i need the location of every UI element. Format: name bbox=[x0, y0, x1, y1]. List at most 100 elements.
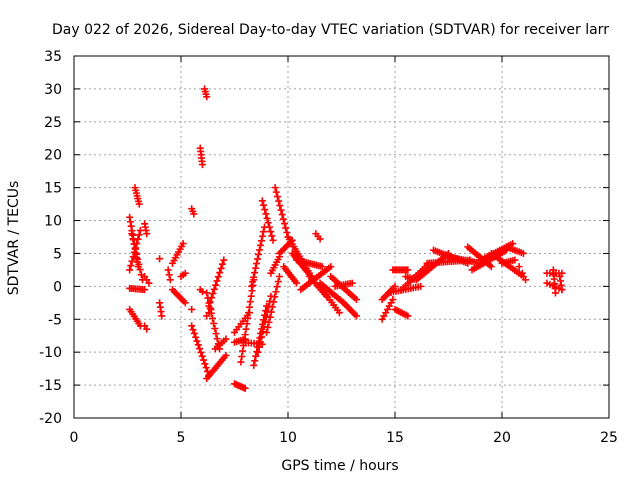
data-point bbox=[141, 286, 149, 294]
x-axis-label: GPS time / hours bbox=[281, 458, 398, 474]
data-point bbox=[269, 236, 277, 244]
data-point bbox=[250, 361, 258, 369]
data-point bbox=[212, 330, 220, 338]
data-point bbox=[210, 319, 218, 327]
data-point bbox=[143, 325, 151, 333]
y-tick-label: 15 bbox=[44, 181, 62, 197]
data-point bbox=[265, 223, 273, 231]
data-point bbox=[270, 298, 278, 306]
data-point bbox=[135, 260, 143, 268]
data-point bbox=[245, 303, 253, 311]
data-point bbox=[273, 283, 281, 291]
data-point bbox=[522, 276, 530, 284]
data-point bbox=[257, 241, 265, 249]
data-point bbox=[203, 289, 211, 297]
data-point bbox=[404, 312, 412, 320]
data-point bbox=[190, 329, 198, 337]
data-point bbox=[316, 235, 324, 243]
data-point bbox=[165, 271, 173, 279]
data-point bbox=[352, 312, 360, 320]
data-point bbox=[558, 286, 566, 294]
data-point bbox=[135, 231, 143, 239]
data-point bbox=[210, 285, 218, 293]
data-point bbox=[206, 298, 214, 306]
data-point bbox=[216, 269, 224, 277]
data-point bbox=[217, 264, 225, 272]
data-point bbox=[278, 211, 286, 219]
data-point bbox=[245, 309, 253, 317]
data-point bbox=[264, 219, 272, 227]
data-point bbox=[213, 335, 221, 343]
data-point bbox=[275, 197, 283, 205]
data-point bbox=[212, 281, 220, 289]
y-tick-label: 10 bbox=[44, 214, 62, 230]
data-point bbox=[133, 240, 141, 248]
data-point bbox=[241, 384, 249, 392]
data-point bbox=[352, 296, 360, 304]
data-point bbox=[181, 299, 189, 307]
data-point bbox=[276, 202, 284, 210]
data-point bbox=[263, 214, 271, 222]
data-point bbox=[238, 353, 246, 361]
data-point bbox=[158, 312, 166, 320]
data-point bbox=[293, 279, 301, 287]
data-point bbox=[135, 200, 143, 208]
y-tick-label: 0 bbox=[53, 279, 62, 295]
data-point bbox=[156, 255, 164, 263]
data-point bbox=[208, 294, 216, 302]
data-point bbox=[252, 352, 260, 360]
data-point bbox=[241, 331, 249, 339]
y-tick-label: 5 bbox=[53, 246, 62, 262]
data-point bbox=[279, 215, 287, 223]
data-point bbox=[519, 249, 527, 257]
data-point bbox=[179, 240, 187, 248]
data-point bbox=[209, 314, 217, 322]
data-point bbox=[404, 266, 412, 274]
data-point bbox=[246, 298, 254, 306]
data-point bbox=[268, 303, 276, 311]
y-tick-label: -20 bbox=[39, 411, 62, 427]
data-point bbox=[249, 278, 257, 286]
data-point bbox=[271, 184, 279, 192]
data-point bbox=[255, 343, 263, 351]
chart-title: Day 022 of 2026, Sidereal Day-to-day VTE… bbox=[52, 22, 609, 38]
y-tick-label: 25 bbox=[44, 115, 62, 131]
data-point bbox=[192, 333, 200, 341]
data-point bbox=[126, 266, 134, 274]
data-point bbox=[203, 93, 211, 101]
data-point bbox=[267, 228, 275, 236]
data-point bbox=[202, 364, 210, 372]
data-point bbox=[218, 260, 226, 268]
data-point bbox=[200, 356, 208, 364]
data-point bbox=[254, 255, 262, 263]
data-point bbox=[239, 347, 247, 355]
data-point bbox=[280, 220, 288, 228]
data-point bbox=[348, 279, 356, 287]
data-point bbox=[242, 325, 250, 333]
data-point bbox=[222, 351, 230, 359]
data-point bbox=[268, 232, 276, 240]
data-point bbox=[261, 206, 269, 214]
data-point bbox=[518, 269, 526, 277]
data-point bbox=[220, 256, 228, 264]
data-point bbox=[209, 290, 217, 298]
y-tick-label: -10 bbox=[39, 345, 62, 361]
axis-ticks: 0 5 10 15 20 25 -20 -15 -10 -5 0 5 10 15 20 25 30 35 bbox=[39, 49, 618, 446]
x-tick-label: 20 bbox=[493, 430, 511, 446]
data-point bbox=[258, 197, 266, 205]
data-point bbox=[127, 262, 135, 270]
y-tick-label: 30 bbox=[44, 82, 62, 98]
data-point bbox=[251, 357, 259, 365]
data-point bbox=[128, 230, 136, 238]
data-point bbox=[198, 352, 206, 360]
data-point bbox=[552, 289, 559, 297]
data-point bbox=[132, 244, 140, 252]
data-point bbox=[164, 266, 172, 274]
data-point bbox=[190, 210, 198, 218]
plot-frame bbox=[73, 55, 610, 419]
data-point bbox=[417, 282, 425, 290]
data-point bbox=[253, 260, 261, 268]
data-point bbox=[201, 360, 209, 368]
data-point bbox=[222, 335, 230, 343]
